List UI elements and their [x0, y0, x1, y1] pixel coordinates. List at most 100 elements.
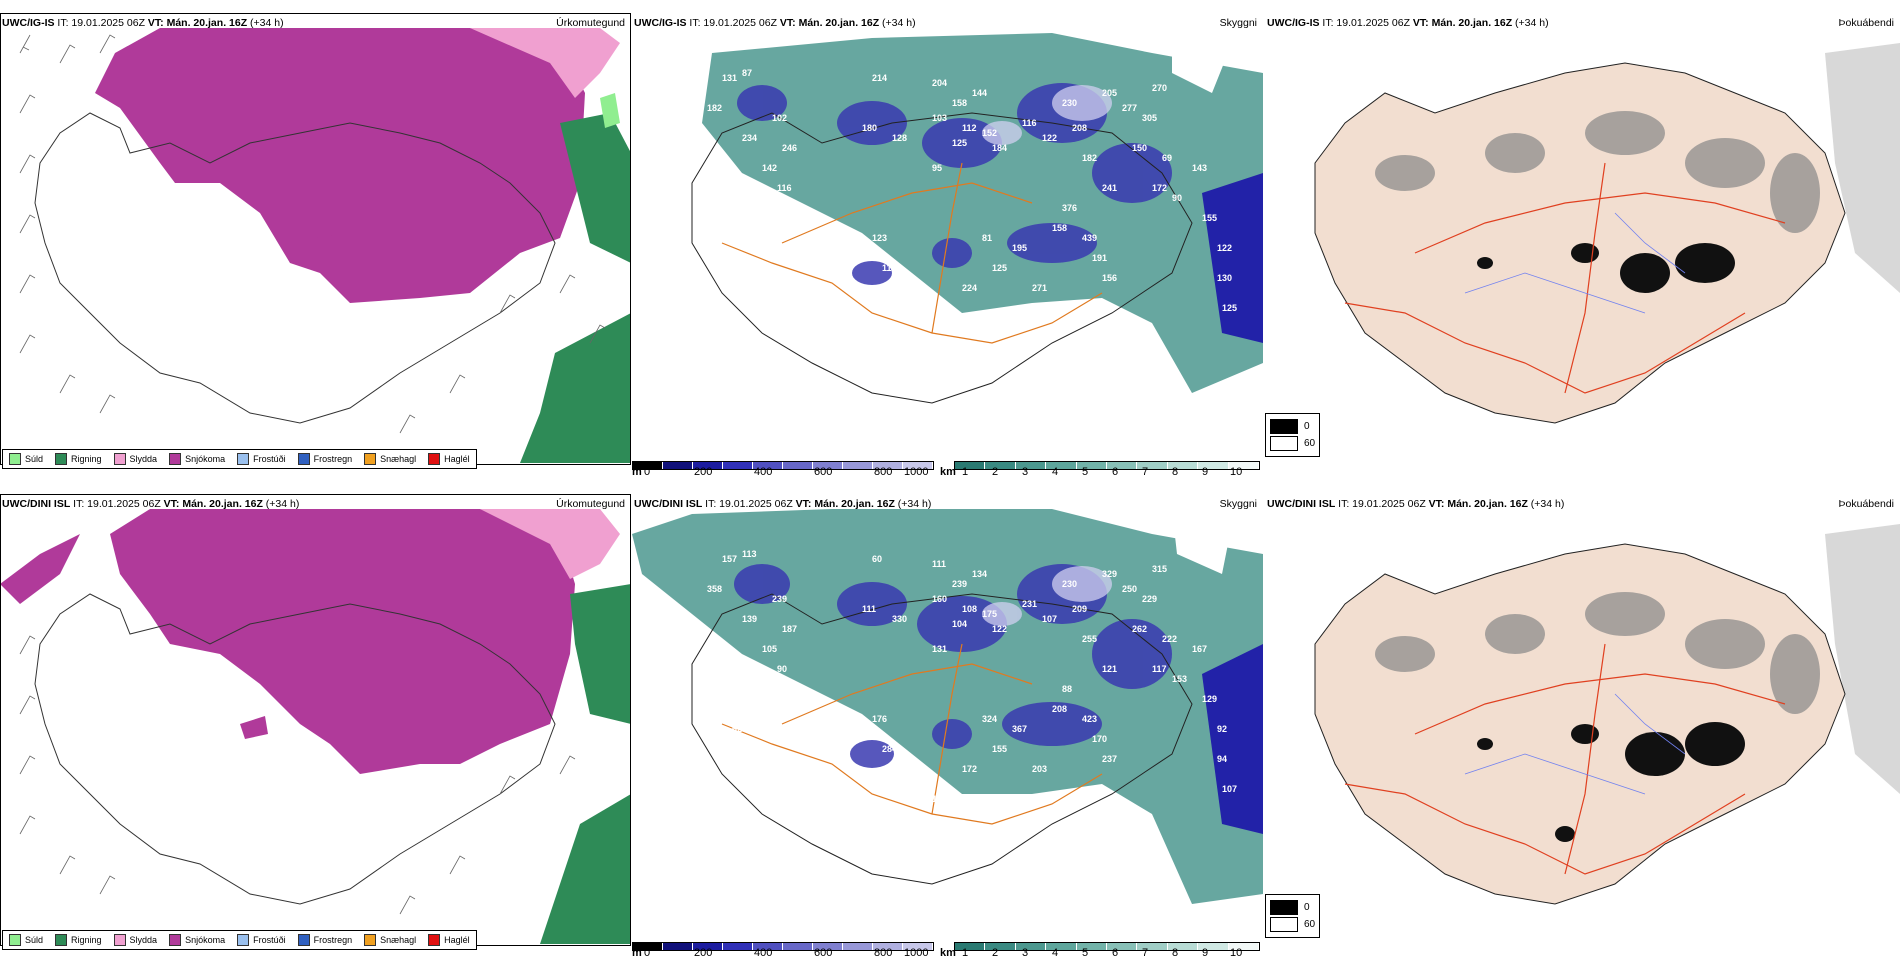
fog-swatch-black — [1270, 419, 1298, 434]
cloudbase-tick: 0 — [644, 466, 651, 478]
cloudbase-value-label: 329 — [1102, 569, 1118, 579]
cloudbase-value-label: 139 — [742, 614, 758, 624]
cloudbase-value-label: 262 — [1132, 624, 1148, 634]
cloudbase-value-label: 122 — [1042, 133, 1058, 143]
legend-swatch — [428, 934, 441, 946]
cloudbase-value-label: 105 — [762, 644, 778, 654]
cloudbase-value-label: 60 — [872, 554, 883, 564]
cloudbase-value-label: 224 — [962, 283, 978, 293]
cloudbase-unit: m — [632, 947, 642, 959]
cloudbase-step — [873, 462, 903, 469]
cloudbase-colorbar — [632, 461, 934, 470]
visibility-step — [1015, 943, 1047, 950]
cloud-colorbars: m 0 200 400 600 800 1000 km 1 2 3 4 5 6 … — [632, 942, 1263, 960]
cloudbase-value-label: 158 — [1052, 223, 1068, 233]
cloudbase-value-label: 117 — [1152, 664, 1167, 674]
visibility-colorbar — [954, 461, 1260, 470]
cloudbase-value-label: 102 — [772, 113, 788, 123]
visibility-tick: 3 — [1022, 947, 1029, 959]
cloud-labels-bottom: 157 113 358 239 139 187 105 90 111 330 60 111 239 160… — [632, 494, 1263, 944]
fog-label-0: 0 — [1304, 902, 1310, 913]
init-time: IT: 19.01.2025 06Z — [1322, 17, 1410, 29]
cloudbase-step — [753, 943, 783, 950]
cloudbase-value-label: 128 — [892, 133, 908, 143]
legend-item-frostudi: Frostúði — [237, 934, 286, 946]
cloudbase-value-label: 277 — [1122, 103, 1138, 113]
visibility-step — [1015, 462, 1047, 469]
cloudbase-value-label: 130 — [902, 794, 918, 804]
legend-swatch — [364, 453, 377, 465]
valid-time: VT: Mán. 20.jan. 16Z — [779, 17, 880, 29]
legend-item-slydda: Slydda — [113, 934, 157, 946]
cloudbase-step — [633, 943, 663, 950]
lead-time: (+34 h) — [250, 17, 284, 29]
cloudbase-value-label: 116 — [1022, 118, 1037, 128]
cloudbase-value-label: 176 — [872, 714, 888, 724]
legend-item-snaehagl: Snæhagl — [364, 934, 416, 946]
init-time: IT: 19.01.2025 06Z — [705, 498, 793, 510]
legend-item-frostregn: Frostregn — [297, 934, 352, 946]
valid-time: VT: Mán. 20.jan. 16Z — [1428, 498, 1528, 510]
cloudbase-value-label: 231 — [1022, 599, 1038, 609]
cloudbase-value-label: 103 — [932, 113, 948, 123]
cloudbase-value-label: 134 — [972, 569, 988, 579]
cloudbase-step — [813, 462, 843, 469]
legend-swatch — [113, 934, 126, 946]
visibility-step — [1046, 462, 1077, 469]
cloud-map-bottom — [632, 494, 1263, 944]
cloudbase-value-label: 107 — [1042, 614, 1058, 624]
cloudbase-value-label: 239 — [772, 594, 788, 604]
cloudbase-value-label: 182 — [707, 103, 723, 113]
model-label: UWC/DINI ISL — [634, 498, 703, 510]
init-time: IT: 19.01.2025 06Z — [689, 17, 777, 29]
model-label: UWC/DINI ISL — [1267, 498, 1336, 510]
cloudbase-value-label: 62 — [732, 724, 743, 734]
panel-header: UWC/IG-IS IT: 19.01.2025 06Z VT: Mán. 20… — [1267, 17, 1549, 29]
cloudbase-value-label: 423 — [1082, 714, 1098, 724]
cloudbase-value-label: 184 — [992, 143, 1008, 153]
visibility-unit: km — [940, 466, 956, 478]
cloudbase-step — [903, 462, 933, 469]
cloudbase-value-label: 204 — [932, 78, 948, 88]
cloudbase-value-label: 205 — [1102, 88, 1118, 98]
cloudbase-tick: 1000 — [904, 466, 929, 478]
panel-title: Skyggni — [1219, 17, 1257, 29]
cloud-colorbars: m 0 200 400 600 800 1000 km 1 2 3 4 5 6 … — [632, 461, 1263, 479]
legend-swatch — [297, 453, 310, 465]
init-time: IT: 19.01.2025 06Z — [1338, 498, 1426, 510]
legend-swatch — [55, 934, 68, 946]
cloudbase-value-label: 142 — [762, 163, 778, 173]
cloudbase-value-label: 324 — [982, 714, 998, 724]
cloudbase-value-label: 150 — [1132, 143, 1148, 153]
legend-swatch — [169, 934, 182, 946]
init-time: IT: 19.01.2025 06Z — [57, 17, 145, 29]
valid-time: VT: Mán. 20.jan. 16Z — [147, 17, 248, 29]
cloudbase-value-label: 230 — [1062, 579, 1078, 589]
precip-type-panel-bottom: UWC/DINI ISL IT: 19.01.2025 06Z VT: Mán.… — [0, 494, 631, 960]
cloudbase-value-label: 160 — [932, 594, 948, 604]
panel-title: Skyggni — [1219, 498, 1257, 510]
visibility-step — [1107, 943, 1138, 950]
cloudbase-value-label: 315 — [1152, 564, 1168, 574]
visibility-tick: 2 — [992, 947, 999, 959]
legend-swatch — [9, 934, 21, 946]
fog-legend: 0 60 — [1265, 413, 1321, 457]
legend-swatch — [237, 934, 250, 946]
cloudbase-value-label: 255 — [1082, 634, 1098, 644]
cloudbase-value-label: 230 — [1062, 98, 1078, 108]
legend-swatch — [55, 453, 68, 465]
cloudbase-value-label: 180 — [862, 123, 878, 133]
cloudbase-value-label: 203 — [1032, 764, 1048, 774]
cloudbase-tick: 800 — [874, 947, 893, 959]
cloudbase-value-label: 376 — [1062, 203, 1078, 213]
cloudbase-step — [783, 462, 813, 469]
visibility-step — [1107, 462, 1138, 469]
cloudbase-value-label: 155 — [992, 744, 1008, 754]
cloudbase-value-label: 90 — [777, 664, 788, 674]
cloud-labels-top: 131 87 182 102 234 246 142 116 180 128 214 204 158 10… — [632, 13, 1263, 463]
cloudbase-unit: m — [632, 466, 642, 478]
visibility-step — [1076, 943, 1108, 950]
cloudbase-value-label: 144 — [972, 88, 988, 98]
visibility-tick: 5 — [1082, 947, 1089, 959]
cloudbase-value-label: 439 — [1082, 233, 1098, 243]
